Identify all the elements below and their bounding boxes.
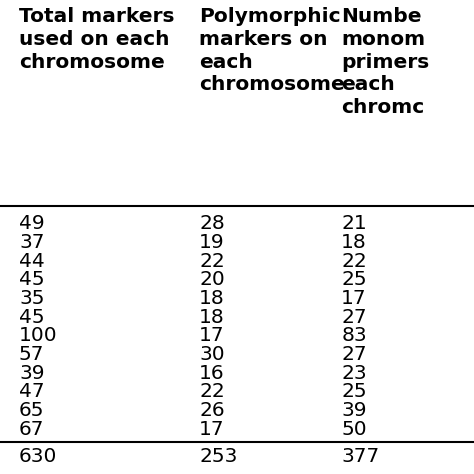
- Text: 22: 22: [341, 252, 367, 271]
- Text: 27: 27: [341, 308, 367, 327]
- Text: 18: 18: [341, 233, 367, 252]
- Text: 25: 25: [341, 270, 367, 289]
- Text: 50: 50: [341, 420, 367, 439]
- Text: 23: 23: [341, 364, 367, 383]
- Text: 377: 377: [341, 447, 380, 465]
- Text: 44: 44: [19, 252, 45, 271]
- Text: 35: 35: [19, 289, 45, 308]
- Text: 39: 39: [19, 364, 45, 383]
- Text: 27: 27: [341, 345, 367, 364]
- Text: Numbe
monom
primers
each
chromc: Numbe monom primers each chromc: [341, 7, 429, 117]
- Text: 47: 47: [19, 383, 45, 401]
- Text: Polymorphic
markers on
each
chromosome: Polymorphic markers on each chromosome: [199, 7, 345, 94]
- Text: 45: 45: [19, 270, 45, 289]
- Text: 16: 16: [199, 364, 225, 383]
- Text: 37: 37: [19, 233, 45, 252]
- Text: 20: 20: [199, 270, 225, 289]
- Text: 21: 21: [341, 214, 367, 233]
- Text: 17: 17: [199, 420, 225, 439]
- Text: 28: 28: [199, 214, 225, 233]
- Text: 30: 30: [199, 345, 225, 364]
- Text: 49: 49: [19, 214, 45, 233]
- Text: 19: 19: [199, 233, 225, 252]
- Text: 39: 39: [341, 401, 367, 420]
- Text: 22: 22: [199, 383, 225, 401]
- Text: 25: 25: [341, 383, 367, 401]
- Text: 26: 26: [199, 401, 225, 420]
- Text: 22: 22: [199, 252, 225, 271]
- Text: 67: 67: [19, 420, 45, 439]
- Text: 100: 100: [19, 326, 57, 346]
- Text: 18: 18: [199, 308, 225, 327]
- Text: 57: 57: [19, 345, 45, 364]
- Text: Total markers
used on each
chromosome: Total markers used on each chromosome: [19, 7, 174, 72]
- Text: 18: 18: [199, 289, 225, 308]
- Text: 630: 630: [19, 447, 57, 465]
- Text: 253: 253: [199, 447, 237, 465]
- Text: 45: 45: [19, 308, 45, 327]
- Text: 17: 17: [199, 326, 225, 346]
- Text: 65: 65: [19, 401, 45, 420]
- Text: 17: 17: [341, 289, 367, 308]
- Text: 83: 83: [341, 326, 367, 346]
